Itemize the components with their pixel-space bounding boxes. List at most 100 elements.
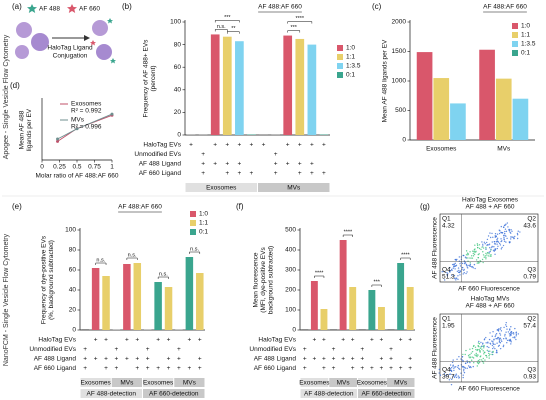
event-dot <box>486 349 488 352</box>
condition-cell: + <box>380 356 384 363</box>
significance-bracket <box>287 21 313 24</box>
condition-cell: + <box>225 161 229 168</box>
event-dot <box>505 338 507 340</box>
event-dot <box>506 237 508 240</box>
significance-bracket <box>227 31 240 34</box>
event-dot <box>499 334 502 336</box>
quadrant-value: 4.32 <box>442 223 455 230</box>
y-axis-label: AF 488 Fluorescence <box>432 317 439 379</box>
event-dot <box>454 268 456 270</box>
event-dot <box>505 230 508 233</box>
legend-text: 1:1 <box>521 32 530 39</box>
star-icon <box>67 4 77 13</box>
event-dot <box>515 338 517 341</box>
quadrant-value: 51.3 <box>442 274 455 281</box>
event-dot <box>446 271 448 274</box>
condition-cell: + <box>351 337 355 344</box>
event-dot <box>473 251 475 253</box>
x-tick-label: 1 <box>110 164 114 171</box>
annotation: R² = 0.992 <box>71 108 102 115</box>
significance-bracket <box>400 257 411 260</box>
x-axis-label: Molar ratio of AF 488:AF 660 <box>35 173 118 180</box>
y-axis-label: ligands per EV <box>26 108 33 151</box>
event-dot <box>482 357 485 360</box>
x-axis-label: AF 660 Fluorescence <box>458 386 520 393</box>
event-dot <box>473 263 476 266</box>
event-dot <box>502 338 505 340</box>
condition-cell: + <box>322 337 326 344</box>
event-dot <box>485 336 487 339</box>
event-dot <box>481 258 484 261</box>
event-dot <box>471 257 474 259</box>
event-dot <box>459 274 461 276</box>
event-dot <box>459 265 462 267</box>
event-dot <box>503 226 505 229</box>
condition-cell: + <box>310 142 314 149</box>
y-tick-label: 1500 <box>392 48 407 55</box>
panel-label: (d) <box>10 81 20 90</box>
event-dot <box>498 338 500 341</box>
y-tick-label: 40 <box>174 87 182 94</box>
event-dot <box>479 351 481 353</box>
event-dot <box>517 230 519 232</box>
bar <box>185 257 194 330</box>
event-dot <box>482 247 485 249</box>
event-dot <box>481 246 483 248</box>
event-dot <box>483 339 486 341</box>
event-dot <box>448 379 451 381</box>
event-dot <box>492 331 494 333</box>
y-tick-label: 500 <box>395 107 406 114</box>
event-dot <box>485 246 487 249</box>
quadrant-value: 0.79 <box>523 274 536 281</box>
condition-cell: + <box>389 346 393 353</box>
event-dot <box>478 349 480 351</box>
condition-cell: + <box>94 356 98 363</box>
side-label: Apogee - Single Vesicle Flow Cytometry <box>3 34 10 159</box>
event-dot <box>453 376 456 379</box>
ev-icon <box>92 20 108 36</box>
event-dot <box>458 256 461 258</box>
event-dot <box>468 356 470 358</box>
event-dot <box>493 243 496 245</box>
event-dot <box>496 247 499 250</box>
condition-cell: + <box>389 356 393 363</box>
event-dot <box>483 256 485 258</box>
event-dot <box>505 321 507 324</box>
event-dot <box>450 369 452 371</box>
condition-cell: + <box>408 337 412 344</box>
event-dot <box>455 277 458 279</box>
condition-cell: + <box>250 142 254 149</box>
significance-label: *** <box>373 279 380 285</box>
event-dot <box>494 334 497 336</box>
event-dot <box>471 250 474 252</box>
y-tick-label: 0 <box>72 327 76 334</box>
groups-label: Exosomes <box>80 380 111 387</box>
event-dot <box>455 265 457 267</box>
significance-bracket <box>214 20 240 23</box>
panel-label: (e) <box>12 202 22 211</box>
condition-cell: + <box>115 356 119 363</box>
event-dot <box>442 270 444 273</box>
event-dot <box>512 236 514 238</box>
event-dot <box>457 275 459 277</box>
event-dot <box>470 257 472 259</box>
panel-label: (f) <box>236 202 244 211</box>
event-dot <box>490 254 492 256</box>
detection-label: AF 660-detection <box>149 391 199 398</box>
legend-swatch <box>337 63 343 69</box>
condition-cell: + <box>104 356 108 363</box>
condition-row-label: AF 660 Ligand <box>254 365 297 372</box>
groups-box <box>386 378 415 387</box>
significance-label: ** <box>231 26 236 32</box>
condition-cell: + <box>322 356 326 363</box>
legend-text: AF 660 <box>79 6 100 13</box>
event-dot <box>465 264 468 266</box>
event-dot <box>473 249 476 251</box>
event-dot <box>464 362 467 364</box>
condition-row-label: HaloTag EVs <box>258 337 296 344</box>
bar <box>406 287 414 330</box>
bar <box>339 240 347 330</box>
x-tick-label: MVs <box>497 146 511 153</box>
condition-cell: + <box>135 337 139 344</box>
event-dot <box>509 333 512 336</box>
